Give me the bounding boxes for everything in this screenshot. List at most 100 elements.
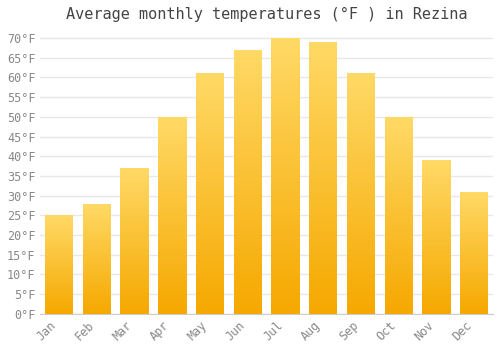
Bar: [83, 237, 111, 238]
Bar: [45, 308, 74, 309]
Bar: [45, 292, 74, 293]
Bar: [158, 231, 186, 233]
Bar: [45, 218, 74, 219]
Bar: [120, 180, 149, 181]
Bar: [120, 250, 149, 251]
Bar: [196, 246, 224, 249]
Bar: [196, 189, 224, 191]
Bar: [347, 153, 375, 155]
Bar: [158, 117, 186, 119]
Bar: [45, 312, 74, 313]
Bar: [309, 44, 338, 47]
Bar: [45, 282, 74, 284]
Bar: [384, 310, 413, 312]
Bar: [158, 239, 186, 241]
Bar: [120, 229, 149, 231]
Bar: [196, 266, 224, 268]
Bar: [309, 295, 338, 298]
Bar: [309, 216, 338, 219]
Bar: [83, 223, 111, 224]
Bar: [422, 280, 450, 282]
Bar: [272, 193, 299, 195]
Bar: [309, 311, 338, 314]
Bar: [347, 93, 375, 95]
Bar: [272, 41, 299, 43]
Bar: [347, 167, 375, 170]
Bar: [309, 257, 338, 259]
Bar: [196, 80, 224, 83]
Bar: [309, 235, 338, 238]
Bar: [309, 205, 338, 208]
Bar: [347, 256, 375, 259]
Bar: [45, 300, 74, 301]
Bar: [460, 303, 488, 304]
Bar: [422, 171, 450, 173]
Bar: [309, 91, 338, 93]
Bar: [158, 267, 186, 268]
Bar: [384, 214, 413, 215]
Bar: [120, 187, 149, 188]
Bar: [196, 107, 224, 110]
Bar: [158, 233, 186, 235]
Bar: [422, 180, 450, 182]
Bar: [272, 107, 299, 110]
Bar: [234, 153, 262, 155]
Bar: [83, 242, 111, 243]
Bar: [158, 312, 186, 314]
Bar: [460, 240, 488, 242]
Bar: [234, 184, 262, 187]
Bar: [83, 212, 111, 214]
Bar: [83, 304, 111, 305]
Bar: [83, 293, 111, 294]
Bar: [83, 231, 111, 232]
Bar: [272, 110, 299, 112]
Bar: [234, 293, 262, 295]
Bar: [234, 158, 262, 161]
Bar: [120, 302, 149, 304]
Bar: [272, 65, 299, 68]
Bar: [460, 281, 488, 282]
Bar: [272, 245, 299, 248]
Bar: [460, 220, 488, 221]
Bar: [347, 146, 375, 148]
Bar: [272, 201, 299, 203]
Bar: [272, 311, 299, 314]
Bar: [460, 228, 488, 230]
Bar: [83, 261, 111, 262]
Bar: [158, 237, 186, 239]
Bar: [384, 117, 413, 119]
Bar: [120, 168, 149, 169]
Bar: [120, 188, 149, 190]
Bar: [83, 294, 111, 295]
Bar: [83, 285, 111, 286]
Bar: [120, 213, 149, 215]
Bar: [45, 219, 74, 220]
Bar: [120, 202, 149, 203]
Bar: [460, 223, 488, 225]
Bar: [196, 191, 224, 194]
Bar: [120, 208, 149, 209]
Bar: [422, 299, 450, 300]
Bar: [460, 304, 488, 305]
Bar: [196, 78, 224, 81]
Bar: [384, 131, 413, 133]
Bar: [234, 200, 262, 203]
Bar: [422, 312, 450, 314]
Bar: [272, 295, 299, 298]
Bar: [158, 243, 186, 245]
Bar: [45, 227, 74, 228]
Bar: [83, 264, 111, 265]
Bar: [460, 202, 488, 203]
Bar: [45, 244, 74, 245]
Bar: [234, 145, 262, 147]
Bar: [309, 197, 338, 199]
Bar: [347, 90, 375, 93]
Bar: [422, 261, 450, 263]
Bar: [83, 220, 111, 221]
Bar: [120, 177, 149, 178]
Bar: [196, 121, 224, 124]
Bar: [272, 181, 299, 184]
Bar: [196, 134, 224, 136]
Bar: [234, 208, 262, 211]
Bar: [196, 184, 224, 187]
